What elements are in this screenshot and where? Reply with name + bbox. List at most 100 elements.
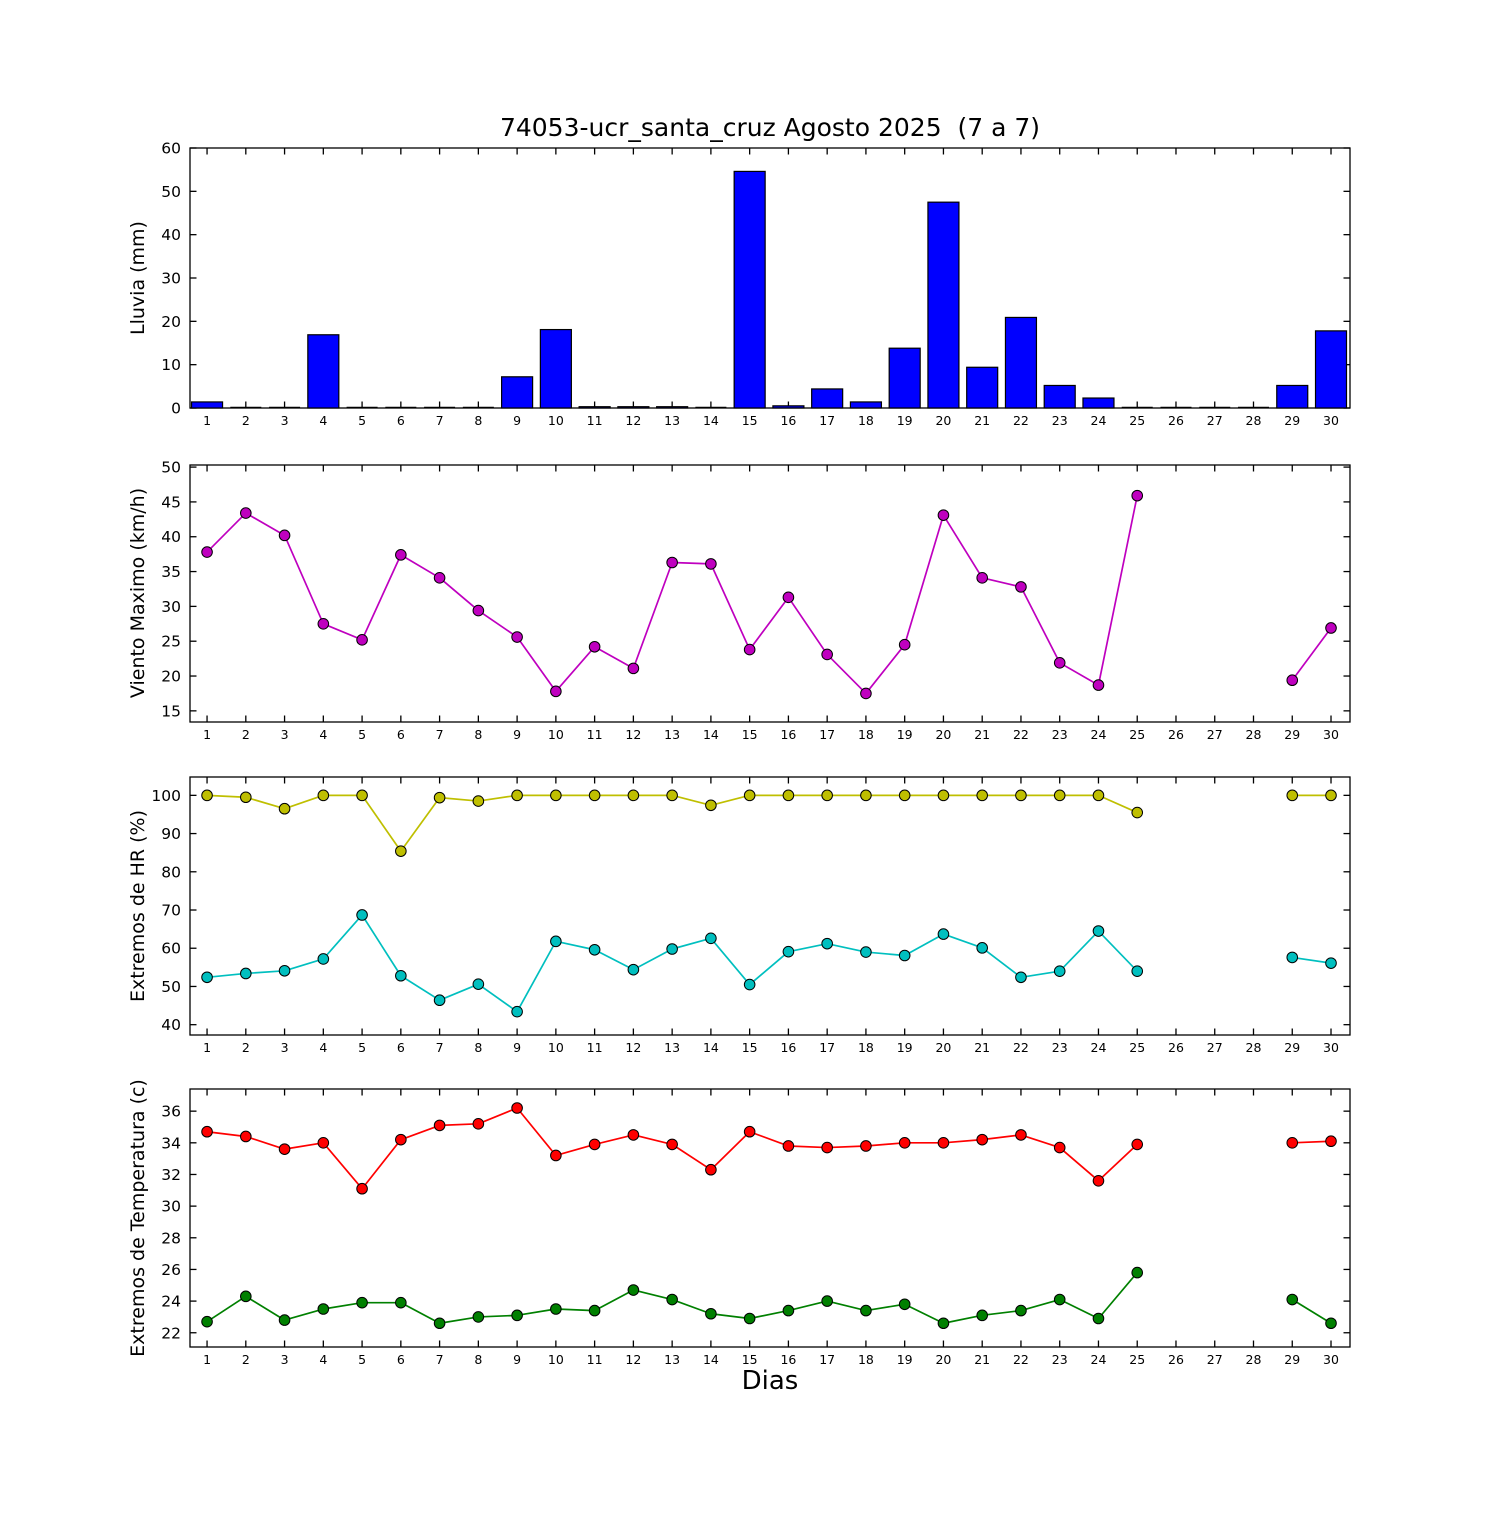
axes-frame bbox=[189, 776, 1351, 1036]
x-tick-label: 4 bbox=[319, 727, 327, 742]
x-tick-label: 20 bbox=[935, 1040, 951, 1055]
hr_maxima-marker bbox=[356, 789, 368, 802]
x-axis-label: Dias bbox=[741, 1366, 799, 1396]
x-tick-label: 14 bbox=[703, 413, 719, 428]
x-tick-label: 13 bbox=[664, 1040, 680, 1055]
temp_maxima-marker bbox=[705, 1163, 717, 1176]
temp_minima-marker bbox=[1286, 1293, 1299, 1306]
viento_maximo-marker bbox=[395, 549, 407, 561]
x-tick-label: 8 bbox=[474, 727, 482, 742]
x-tick-label: 9 bbox=[513, 1352, 521, 1367]
x-tick-label: 23 bbox=[1052, 1352, 1068, 1367]
x-tick-label: 10 bbox=[548, 413, 564, 428]
x-tick-label: 14 bbox=[703, 1352, 719, 1367]
hr_maxima-marker bbox=[317, 789, 330, 802]
temp_maxima-marker bbox=[1053, 1141, 1066, 1154]
x-tick-label: 26 bbox=[1168, 727, 1184, 742]
x-tick-label: 1 bbox=[203, 413, 211, 428]
x-tick-label: 16 bbox=[780, 413, 796, 428]
rain-bar bbox=[190, 401, 224, 409]
rain-bar bbox=[578, 406, 611, 409]
y-tick-label: 34 bbox=[161, 1134, 181, 1152]
viento_maximo-marker bbox=[511, 631, 523, 643]
y-tick-label: 100 bbox=[151, 787, 181, 805]
x-tick-label: 13 bbox=[664, 727, 680, 742]
x-tick-label: 24 bbox=[1091, 727, 1107, 742]
x-tick-label: 11 bbox=[587, 727, 603, 742]
hr_minima-marker bbox=[1131, 965, 1144, 977]
temp_maxima-marker bbox=[976, 1133, 988, 1146]
y-tick-label: 0 bbox=[171, 400, 181, 418]
x-tick-label: 22 bbox=[1013, 1352, 1029, 1367]
x-tick-label: 10 bbox=[548, 727, 564, 742]
x-tick-label: 11 bbox=[587, 413, 603, 428]
temp_minima-marker bbox=[937, 1317, 950, 1330]
hr_maxima-marker bbox=[821, 789, 833, 802]
viento_maximo-marker bbox=[782, 591, 795, 604]
viento_maximo-marker bbox=[472, 604, 485, 617]
temp_maxima-marker bbox=[666, 1138, 678, 1151]
temp_minima-marker bbox=[240, 1290, 252, 1303]
temp_maxima-marker bbox=[937, 1137, 950, 1149]
viento_maximo-marker bbox=[937, 509, 950, 521]
temp_maxima-marker bbox=[821, 1141, 833, 1154]
viento_maximo-marker bbox=[976, 572, 988, 584]
y-tick-label: 35 bbox=[161, 563, 181, 581]
hr_minima-marker bbox=[666, 943, 678, 955]
x-tick-label: 5 bbox=[358, 413, 366, 428]
temp_minima-marker bbox=[976, 1309, 988, 1322]
y-tick-label: 90 bbox=[161, 825, 181, 843]
x-tick-label: 28 bbox=[1246, 1040, 1262, 1055]
x-tick-label: 19 bbox=[897, 727, 913, 742]
hr_maxima-marker bbox=[782, 789, 795, 802]
hr_maxima-marker bbox=[666, 789, 678, 802]
x-tick-label: 12 bbox=[625, 1352, 641, 1367]
y-tick-label: 45 bbox=[161, 493, 181, 511]
x-tick-label: 14 bbox=[703, 727, 719, 742]
temp_minima-marker bbox=[1131, 1266, 1144, 1279]
temp_minima-marker bbox=[356, 1296, 368, 1309]
temp_maxima-marker bbox=[782, 1140, 795, 1152]
x-tick-label: 29 bbox=[1284, 1040, 1300, 1055]
viento_maximo-marker bbox=[201, 546, 213, 558]
hr_maxima-marker bbox=[743, 789, 756, 802]
y-tick-label: 25 bbox=[161, 633, 181, 651]
temp_maxima-marker bbox=[395, 1133, 407, 1146]
rain-bar bbox=[1004, 316, 1038, 409]
x-tick-label: 23 bbox=[1052, 1040, 1068, 1055]
hr_maxima-marker bbox=[1092, 789, 1105, 802]
viento_maximo-marker bbox=[550, 685, 562, 698]
y-tick-label: 20 bbox=[161, 668, 181, 686]
rain-bar bbox=[539, 328, 572, 409]
hr_minima-marker bbox=[976, 942, 988, 954]
y-tick-label: 28 bbox=[161, 1229, 181, 1247]
x-tick-label: 12 bbox=[625, 727, 641, 742]
hr_maxima-marker bbox=[550, 789, 562, 802]
x-tick-label: 21 bbox=[974, 727, 990, 742]
y-tick-label: 50 bbox=[161, 183, 181, 201]
viento_maximo-marker bbox=[588, 640, 601, 653]
y-tick-label: 40 bbox=[161, 226, 181, 244]
temp_maxima-marker bbox=[1092, 1175, 1105, 1187]
rain-bar bbox=[966, 366, 999, 409]
rain-bar bbox=[811, 388, 844, 409]
hr_minima-marker bbox=[511, 1005, 523, 1018]
temp_minima-marker bbox=[550, 1303, 562, 1315]
x-tick-label: 1 bbox=[203, 727, 211, 742]
y-tick-label: 60 bbox=[161, 140, 181, 158]
x-tick-label: 9 bbox=[513, 1040, 521, 1055]
x-tick-label: 2 bbox=[242, 1352, 250, 1367]
x-tick-label: 19 bbox=[897, 1352, 913, 1367]
x-tick-label: 24 bbox=[1091, 1040, 1107, 1055]
y-tick-label: 30 bbox=[161, 270, 181, 288]
temp_maxima-marker bbox=[511, 1102, 523, 1114]
viento_maximo-marker bbox=[240, 507, 252, 519]
viento_maximo-marker bbox=[433, 572, 446, 584]
y-tick-label: 30 bbox=[161, 1198, 181, 1216]
rain-bar bbox=[307, 334, 340, 409]
x-tick-label: 25 bbox=[1129, 1040, 1145, 1055]
hr_maxima-marker bbox=[395, 845, 407, 857]
